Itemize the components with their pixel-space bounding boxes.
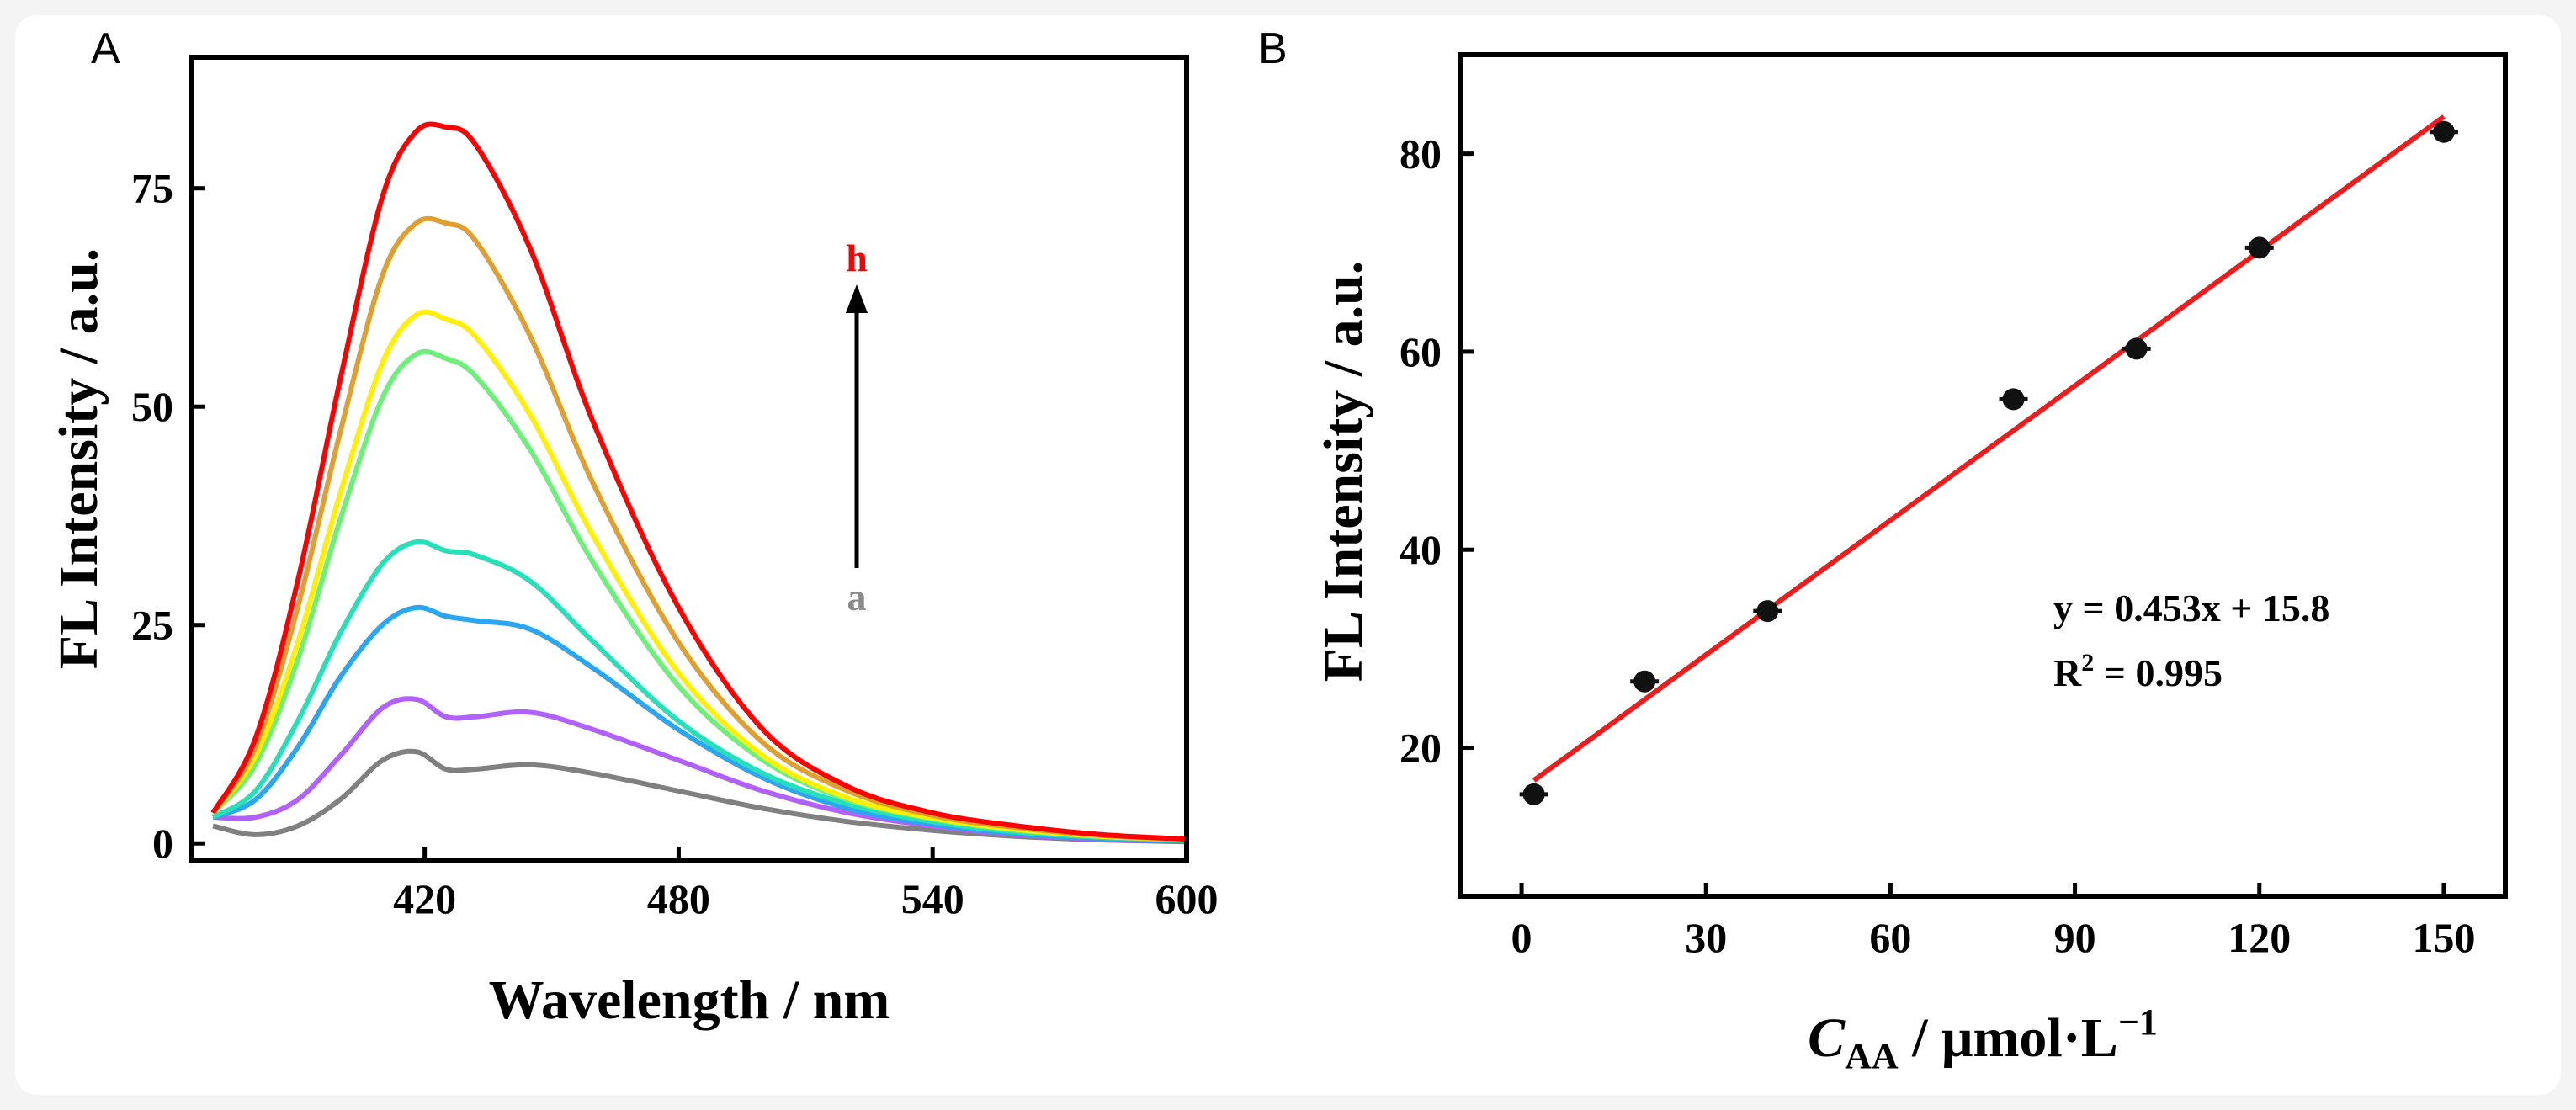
y-tick-label: 50 (131, 383, 173, 430)
x-tick-label: 540 (901, 875, 964, 922)
y-tick-label: 60 (1400, 328, 1442, 375)
panel-b-x-label: CAA / μmol·L−1 (1808, 1001, 2158, 1076)
panel-b-fit-line (1532, 114, 2446, 783)
trend-arrow-head (846, 284, 868, 313)
panel-b-y-label: FL Intensity / a.u. (1313, 261, 1374, 682)
panel-a: A 420 480 540 600 0 25 50 75 Wavelength / nm F… (48, 24, 1219, 1031)
y-tick-label: 80 (1400, 130, 1442, 178)
data-point (2244, 236, 2274, 259)
data-point (1519, 783, 1548, 805)
panel-a-axes-frame (189, 55, 1189, 863)
data-point (2429, 120, 2458, 143)
panel-a-y-ticks: 0 25 50 75 (131, 165, 205, 867)
x-tick-label: 600 (1155, 875, 1219, 922)
spectrum-curve-f (210, 309, 1187, 842)
panel-a-x-label: Wavelength / nm (489, 969, 890, 1031)
x-tick-label: 420 (393, 875, 456, 922)
spectrum-curve-b (213, 696, 1187, 844)
spectrum-curve-h (210, 121, 1187, 842)
panel-b-label: B (1258, 24, 1288, 73)
panel-b-x-ticks: 0 30 60 90 120 150 (1511, 883, 2475, 961)
panel-b-y-ticks: 20 40 60 80 (1400, 130, 1474, 772)
panel-a-label: A (91, 24, 120, 73)
x-tick-label: 60 (1869, 914, 1911, 961)
data-point (1630, 670, 1660, 693)
panel-b-axes-frame (1458, 52, 2508, 899)
panel-a-curves (210, 121, 1187, 845)
y-tick-label: 20 (1400, 725, 1442, 772)
panel-a-y-label: FL Intensity / a.u. (48, 248, 109, 670)
x-tick-label: 480 (647, 875, 710, 922)
panel-a-x-ticks: 420 480 540 600 (393, 847, 1219, 922)
fit-equation: y = 0.453x + 15.8 (2053, 587, 2329, 629)
y-tick-label: 40 (1400, 526, 1442, 573)
data-point (1753, 600, 1782, 623)
curve-label-h: h (846, 236, 868, 279)
curve-label-a: a (847, 576, 867, 619)
fit-r-squared: R2 = 0.995 (2053, 649, 2223, 694)
x-tick-label: 30 (1685, 914, 1727, 961)
x-tick-label: 0 (1511, 914, 1532, 961)
figure-card (15, 15, 2561, 1095)
y-tick-label: 0 (152, 820, 173, 867)
data-point (2122, 337, 2151, 360)
y-tick-label: 25 (131, 602, 173, 649)
x-tick-label: 90 (2054, 914, 2096, 961)
panel-b-points (1519, 120, 2458, 805)
x-tick-label: 120 (2228, 914, 2291, 961)
linear-fit-line (1532, 114, 2446, 783)
data-point (1999, 388, 2028, 411)
y-tick-label: 75 (131, 165, 173, 212)
x-tick-label: 150 (2412, 914, 2475, 961)
panel-a-arrow: h a (846, 236, 868, 619)
